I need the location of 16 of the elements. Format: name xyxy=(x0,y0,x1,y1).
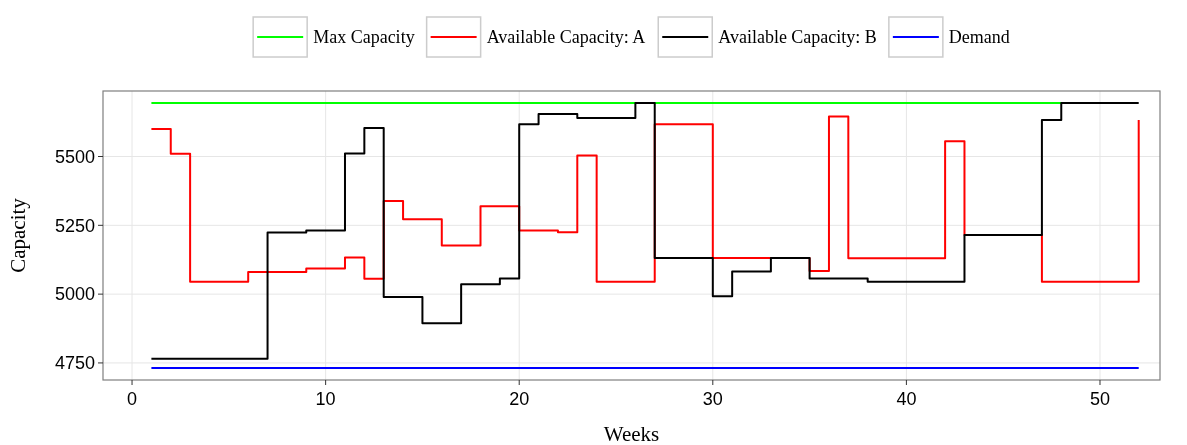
x-tick-label: 50 xyxy=(1089,389,1110,409)
legend-label: Demand xyxy=(948,27,1010,48)
x-tick-label: 10 xyxy=(315,389,336,409)
x-axis-title: Weeks xyxy=(603,422,660,445)
legend-label: Available Capacity: B xyxy=(718,27,877,48)
x-tick-label: 0 xyxy=(127,389,138,409)
x-tick-label: 30 xyxy=(702,389,723,409)
y-tick-label: 4750 xyxy=(54,353,95,374)
y-axis-title: Capacity xyxy=(6,197,30,273)
legend-label: Available Capacity: A xyxy=(486,27,646,48)
legend-label: Max Capacity xyxy=(313,27,415,48)
x-tick-label: 40 xyxy=(896,389,917,409)
y-tick-label: 5500 xyxy=(54,146,95,167)
x-tick-label: 20 xyxy=(509,389,530,409)
y-tick-label: 5250 xyxy=(54,215,95,236)
y-tick-label: 5000 xyxy=(54,284,95,305)
